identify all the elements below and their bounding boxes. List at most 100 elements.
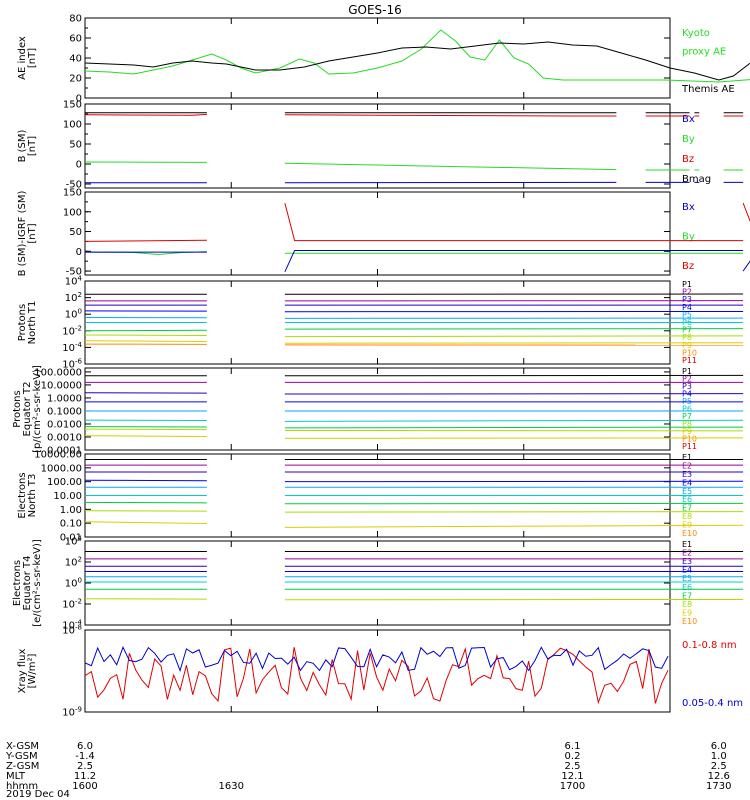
panel-bsm: -50 0 50 100 150 B (SM) [nT] Bx By Bz Bmag xyxy=(17,100,744,191)
y-tick-exp: -2 xyxy=(75,598,82,606)
channel-P9 xyxy=(84,435,207,437)
y-tick-label: 150 xyxy=(63,100,82,111)
legend-P5: P5 xyxy=(682,310,692,319)
y-tick-label: 0.0100 xyxy=(47,419,82,430)
y-axis-label: North T3 xyxy=(27,474,38,518)
panel-en: 10000.00 1000.00 100.00 10.00 1.00 0.10 0.01 El… xyxy=(17,450,744,544)
y-tick-label: 10-8 xyxy=(62,624,82,637)
series-0.05-0.4-nm xyxy=(84,646,669,673)
ephem-value: 1600 xyxy=(72,781,97,792)
y-tick-label: 80 xyxy=(69,14,82,25)
legend-E7: E7 xyxy=(682,504,692,513)
y-tick-label: 0.0010 xyxy=(47,432,82,443)
legend-E4: E4 xyxy=(682,566,692,575)
ephem-value: -1.4 xyxy=(75,751,95,762)
y-tick-label: -50 xyxy=(66,180,82,191)
series-Bz xyxy=(84,239,207,242)
legend-E10: E10 xyxy=(682,529,697,538)
legend-E2: E2 xyxy=(682,549,692,558)
ephem-value: 2.5 xyxy=(711,761,727,772)
series-Kyoto-proxy-AE xyxy=(84,29,750,83)
legend-P10: P10 xyxy=(682,435,697,444)
y-tick-exp: -2 xyxy=(75,324,82,332)
y-tick-label: 40 xyxy=(69,54,82,65)
legend-P11: P11 xyxy=(682,442,697,451)
ephem-value: 12.6 xyxy=(708,771,730,782)
y-axis-label: B (SM) xyxy=(17,129,28,162)
y-tick-label: 10000.00 xyxy=(34,450,82,461)
y-axis-label: Xray flux xyxy=(17,649,28,694)
legend-E1: E1 xyxy=(682,453,692,462)
channel-P9 xyxy=(84,340,207,343)
y-tick-label: 50 xyxy=(69,140,82,151)
ephem-label-Y-GSM: Y-GSM xyxy=(5,751,38,762)
legend-E8: E8 xyxy=(682,512,692,521)
panel-frame xyxy=(84,540,671,626)
legend-P11: P11 xyxy=(682,356,697,365)
legend-E1: E1 xyxy=(682,540,692,549)
legend-E5: E5 xyxy=(682,574,692,583)
y-tick-label: 100 xyxy=(63,120,82,131)
legend-P7: P7 xyxy=(682,412,692,421)
ephem-value: 6.0 xyxy=(77,741,93,752)
y-tick-exp: -9 xyxy=(75,706,82,714)
ephem-value: 12.1 xyxy=(561,771,583,782)
panel-ae: 0 20 40 60 80 AE index [nT] Kyoto proxy AE Themis… xyxy=(17,14,750,105)
y-tick-exp: 4 xyxy=(78,535,83,543)
y-tick-exp: 0 xyxy=(78,577,82,585)
y-tick-label: 0.0001 xyxy=(47,446,82,457)
legend-By: By xyxy=(682,232,695,243)
legend-Kyoto: Kyoto xyxy=(682,28,710,39)
legend-P2: P2 xyxy=(682,288,692,297)
plot-title: GOES-16 xyxy=(348,3,402,17)
series-Bx xyxy=(284,249,744,273)
channel-P6 xyxy=(284,419,744,422)
y-tick-label: 20 xyxy=(69,74,82,85)
y-tick-label: 0 xyxy=(76,160,82,171)
y-tick-label: 10-4 xyxy=(62,341,82,354)
legend-E7: E7 xyxy=(682,591,692,600)
legend-Bx: Bx xyxy=(682,114,695,125)
legend-E6: E6 xyxy=(682,495,692,504)
ephem-value: 11.2 xyxy=(74,771,96,782)
channel-E9 xyxy=(84,521,207,524)
series-Bx xyxy=(742,260,750,272)
series-Themis-AE xyxy=(84,41,750,81)
y-tick-label: 10.0000 xyxy=(41,380,82,391)
y-tick-label: 100.0000 xyxy=(34,367,82,378)
ephem-value: 6.1 xyxy=(565,741,581,752)
legend-P1: P1 xyxy=(682,367,692,376)
series-0.1-0.8-nm xyxy=(84,647,669,705)
panel-frame xyxy=(84,103,671,189)
legend-P8: P8 xyxy=(682,333,692,342)
channel-E9 xyxy=(284,524,744,528)
y-axis-label: [e/(cm²-s-sr-keV)] xyxy=(32,539,43,627)
y-tick-label: 1000.00 xyxy=(41,463,82,474)
y-tick-label: 10-9 xyxy=(62,706,82,719)
y-tick-label: 100 xyxy=(63,207,82,218)
y-axis-label: [W/m²] xyxy=(27,653,38,688)
y-tick-label: -50 xyxy=(66,267,82,278)
legend-0.05-0.4-nm: 0.05-0.4 nm xyxy=(682,698,743,709)
channel-P7 xyxy=(284,426,744,429)
y-tick-label: 0.01 xyxy=(60,533,82,544)
y-axis-label: [nT] xyxy=(27,223,38,243)
panel-frame xyxy=(84,629,671,713)
y-tick-label: 104 xyxy=(65,535,83,548)
series-Bz xyxy=(284,202,744,242)
y-tick-label: 0.1000 xyxy=(47,406,82,417)
panel-xray: 10-8 10-9 Xray flux [W/m²] 0.1-0.8 nm 0.05-0.… xyxy=(17,624,743,719)
legend-E10: E10 xyxy=(682,617,697,626)
y-axis-label: Protons xyxy=(12,390,23,427)
y-tick-label: 102 xyxy=(65,291,82,304)
series-By xyxy=(284,162,617,171)
legend-Bx: Bx xyxy=(682,202,695,213)
ephemeris-block: X-GSMY-GSMZ-GSMMLThhmm6.0-1.42.511.21600… xyxy=(5,741,731,792)
legend-P10: P10 xyxy=(682,348,697,357)
y-axis-label: [p/(cm²-s-sr-keV)] xyxy=(32,365,43,453)
ephem-value: 0.2 xyxy=(565,751,581,762)
series-Bz xyxy=(284,114,617,117)
legend-E3: E3 xyxy=(682,557,692,566)
